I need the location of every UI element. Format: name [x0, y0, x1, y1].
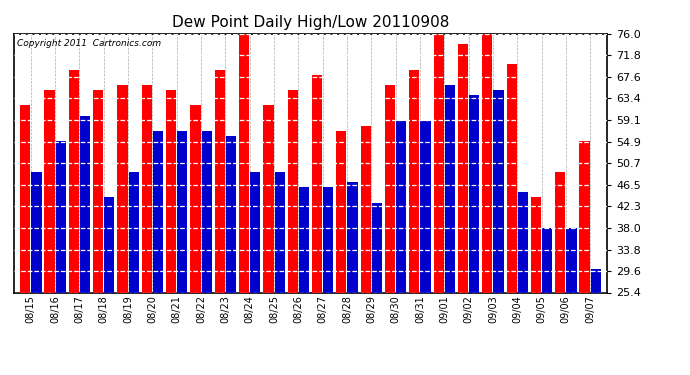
- Bar: [323, 187, 333, 292]
- Bar: [20, 105, 30, 292]
- Bar: [555, 172, 565, 292]
- Bar: [69, 69, 79, 292]
- Bar: [493, 90, 504, 292]
- Bar: [264, 105, 273, 292]
- Bar: [420, 121, 431, 292]
- Bar: [117, 85, 128, 292]
- Bar: [299, 187, 309, 292]
- Bar: [288, 90, 298, 292]
- Bar: [56, 141, 66, 292]
- Bar: [275, 172, 285, 292]
- Bar: [166, 90, 176, 292]
- Bar: [580, 141, 590, 292]
- Bar: [177, 131, 188, 292]
- Bar: [153, 131, 163, 292]
- Bar: [433, 34, 444, 292]
- Bar: [458, 44, 468, 292]
- Bar: [518, 192, 528, 292]
- Bar: [348, 182, 357, 292]
- Bar: [469, 95, 480, 292]
- Bar: [215, 69, 225, 292]
- Bar: [226, 136, 236, 292]
- Title: Dew Point Daily High/Low 20110908: Dew Point Daily High/Low 20110908: [172, 15, 449, 30]
- Bar: [361, 126, 371, 292]
- Bar: [336, 131, 346, 292]
- Bar: [250, 172, 260, 292]
- Bar: [542, 228, 552, 292]
- Bar: [104, 197, 115, 292]
- Text: Copyright 2011  Cartronics.com: Copyright 2011 Cartronics.com: [17, 39, 161, 48]
- Bar: [190, 105, 201, 292]
- Bar: [201, 131, 212, 292]
- Bar: [396, 121, 406, 292]
- Bar: [141, 85, 152, 292]
- Bar: [506, 64, 517, 292]
- Bar: [566, 228, 577, 292]
- Bar: [531, 197, 541, 292]
- Bar: [372, 202, 382, 292]
- Bar: [591, 269, 601, 292]
- Bar: [482, 34, 493, 292]
- Bar: [80, 116, 90, 292]
- Bar: [93, 90, 104, 292]
- Bar: [445, 85, 455, 292]
- Bar: [239, 34, 249, 292]
- Bar: [128, 172, 139, 292]
- Bar: [409, 69, 420, 292]
- Bar: [312, 75, 322, 292]
- Bar: [385, 85, 395, 292]
- Bar: [44, 90, 55, 292]
- Bar: [31, 172, 41, 292]
